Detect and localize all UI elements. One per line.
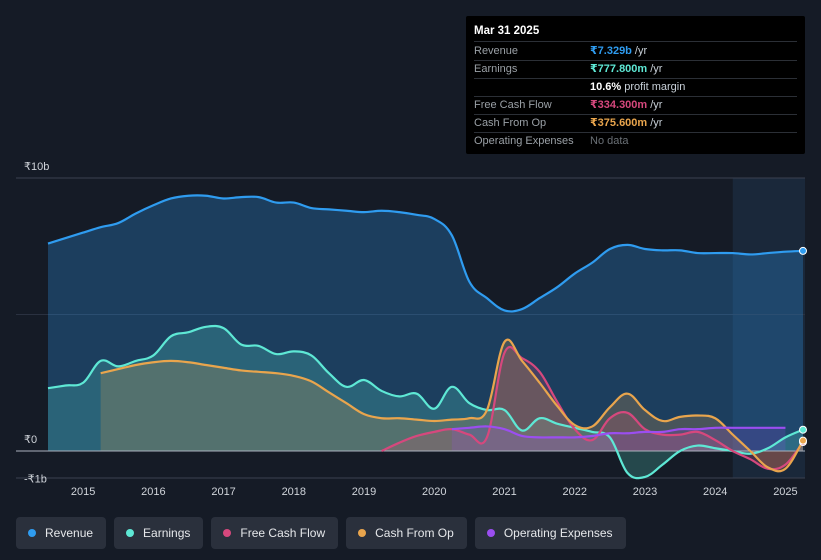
legend-dot-icon — [223, 529, 232, 537]
x-tick-label: 2015 — [71, 486, 95, 498]
legend-item-earnings[interactable]: Earnings — [114, 517, 204, 549]
x-tick-label: 2021 — [492, 486, 516, 498]
legend-dot-icon — [126, 529, 135, 537]
x-tick-label: 2016 — [141, 486, 165, 498]
tooltip-row-label: Earnings — [474, 63, 518, 75]
y-tick-label: -₹1b — [24, 473, 47, 485]
series-end-markers — [799, 246, 807, 446]
tooltip-row-label: Revenue — [474, 45, 519, 57]
series-lines — [47, 194, 804, 480]
x-tick-label: 2019 — [352, 486, 376, 498]
area-cash-from-op — [100, 339, 803, 472]
tooltip-row-unit: profit margin — [624, 81, 686, 93]
legend-dot-icon — [28, 529, 36, 537]
x-tick-label: 2023 — [633, 486, 657, 498]
y-axis: ₹10b ₹0 -₹1b — [24, 161, 49, 485]
tooltip-row-value: ₹334.300m — [590, 99, 648, 111]
tooltip-row-unit: /yr — [650, 117, 663, 129]
line-cash-from-op — [100, 338, 804, 473]
legend-label: Earnings — [143, 526, 191, 540]
data-tooltip: Mar 31 2025 Revenue ₹7.329b/yr Earnings ₹77… — [466, 16, 805, 154]
tooltip-row: Earnings ₹777.800m/yr — [474, 61, 797, 79]
line-earnings — [47, 324, 804, 480]
tooltip-row: Operating Expenses No data — [474, 133, 797, 150]
legend-item-cash-from-op[interactable]: Cash From Op — [346, 517, 467, 549]
chart-legend: Revenue Earnings Free Cash Flow Cash From O… — [16, 517, 626, 549]
legend-item-revenue[interactable]: Revenue — [16, 517, 107, 549]
tooltip-row: 10.6% profit margin — [474, 79, 797, 97]
end-marker-cash-from-op — [799, 436, 807, 445]
legend-label: Operating Expenses — [503, 526, 613, 540]
tooltip-row-label — [474, 79, 590, 96]
tooltip-row: Free Cash Flow ₹334.300m/yr — [474, 97, 797, 115]
x-axis: 2015 2016 2017 2018 2019 2020 2021 2022 2023 2024… — [71, 486, 798, 498]
legend-label: Cash From Op — [375, 526, 454, 540]
legend-label: Revenue — [45, 526, 94, 540]
end-marker-earnings — [799, 425, 807, 434]
tooltip-row-label: Cash From Op — [474, 117, 547, 129]
series-areas — [48, 195, 803, 479]
tooltip-row-value: ₹7.329b — [590, 45, 632, 57]
line-operating-expenses — [451, 425, 786, 439]
x-tick-label: 2018 — [282, 486, 306, 498]
tooltip-rows: Revenue ₹7.329b/yr Earnings ₹777.800m/yr 10.… — [474, 43, 797, 150]
tooltip-row-value: 10.6% — [590, 81, 622, 93]
end-marker-revenue — [799, 246, 807, 255]
tooltip-row-value: ₹777.800m — [590, 63, 648, 75]
tooltip-row-unit: /yr — [650, 63, 663, 75]
line-revenue — [47, 194, 804, 313]
tooltip-row-label: Free Cash Flow — [474, 99, 552, 111]
tooltip-row-unit: /yr — [634, 45, 648, 57]
tooltip-row-value: No data — [590, 135, 629, 147]
tooltip-row: Cash From Op ₹375.600m/yr — [474, 115, 797, 133]
x-tick-label: 2024 — [703, 486, 727, 498]
legend-item-operating-expenses[interactable]: Operating Expenses — [474, 517, 626, 549]
x-tick-label: 2022 — [563, 486, 587, 498]
tooltip-row-unit: /yr — [650, 99, 663, 111]
x-tick-label: 2025 — [773, 486, 797, 498]
legend-dot-icon — [358, 529, 367, 537]
legend-dot-icon — [486, 529, 495, 537]
y-tick-label: ₹10b — [24, 161, 49, 173]
y-tick-label: ₹0 — [24, 434, 37, 446]
tooltip-row: Revenue ₹7.329b/yr — [474, 43, 797, 61]
area-earnings — [48, 325, 803, 479]
legend-item-free-cash-flow[interactable]: Free Cash Flow — [211, 517, 339, 549]
tooltip-row-label: Operating Expenses — [474, 135, 574, 147]
x-tick-label: 2017 — [211, 486, 235, 498]
x-tick-label: 2020 — [422, 486, 446, 498]
legend-label: Free Cash Flow — [240, 526, 326, 540]
tooltip-row-value: ₹375.600m — [590, 117, 648, 129]
tooltip-date: Mar 31 2025 — [474, 24, 797, 42]
area-revenue — [48, 195, 803, 451]
